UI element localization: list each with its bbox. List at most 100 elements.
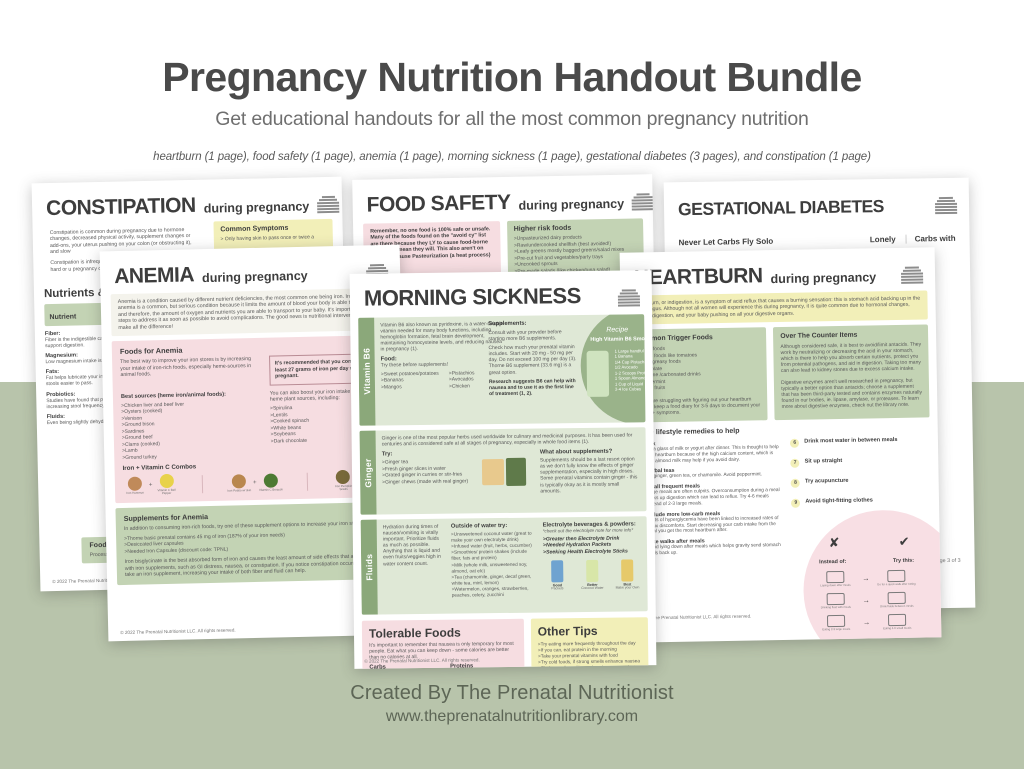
card-title: FOOD SAFETY — [366, 190, 511, 217]
fluids-water-list: >Unsweetened coconut water (great to mak… — [451, 531, 537, 599]
supplements-note: Iron bisglycinate is the best absorbed f… — [124, 553, 385, 579]
remedy-text: Bouts of hyperglycemia have been linked … — [646, 515, 779, 535]
tips-list: >Try eating more frequently throughout t… — [538, 640, 642, 668]
ginger-supp-text: Supplements should be a last resort opti… — [539, 456, 638, 495]
arrow-right-icon: → — [863, 619, 871, 627]
remedy-text: Try a glass of milk or yogurt after dinn… — [645, 444, 779, 464]
remedies-heading: Food + lifestyle remedies to help — [630, 427, 740, 437]
remedy-item: 6 Drink most water in between meals — [790, 436, 930, 448]
card-title: MORNING SICKNESS — [363, 283, 581, 311]
b6-food-item: >Avocados — [448, 376, 474, 383]
arrow-right-icon: → — [862, 575, 870, 583]
plus-icon: + — [253, 479, 257, 486]
remedy-title: Drink most water in between meals — [804, 436, 898, 445]
card-header: FOOD SAFETY during pregnancy — [352, 174, 655, 222]
otc-text-1: Although considered safe, it is best to … — [780, 341, 922, 375]
otc-heading: Over The Counter Items — [780, 331, 858, 341]
fluid-item: >Milk (whole milk, unsweetened soy, almo… — [451, 561, 528, 574]
section-tab-fluids: Fluids — [360, 519, 378, 615]
swap-row: Drinking fluid with meals → Drink fluids b… — [814, 591, 942, 610]
card-title: GESTATIONAL DIABETES — [677, 195, 885, 219]
higher-risk-list: >Unpasteurized dairy products >Raw/underc… — [514, 233, 637, 275]
ginger-try-item: >Ginger chews (made with real ginger) — [382, 478, 469, 486]
otc-text-2: Digestive enzymes aren't well researched… — [781, 377, 923, 410]
electrolyte-product: Best Make your Own — [613, 559, 641, 590]
stacked-books-logo-icon — [935, 188, 958, 215]
swap-to-icon — [887, 569, 906, 583]
anemia-intro: Anemia is a condition caused by differen… — [117, 293, 381, 331]
card-subtitle: during pregnancy — [201, 268, 308, 285]
section-tab-vitamin-b6: Vitamin B6 — [358, 317, 376, 426]
product-label: Packets — [551, 586, 564, 591]
handout-card-morning-sickness[interactable]: MORNING SICKNESS Vitamin B6 Vitamin B6 a… — [349, 270, 657, 669]
fluids-water-heading: Outside of water try: — [450, 522, 508, 530]
swap-row: Eating 2-3 large meals → Eating 4-6 small … — [814, 613, 941, 632]
electrolyte-product: Better Coconut Water — [578, 559, 606, 591]
iron-vitc-combo: Iron Potato w/ skin + Vitamin C Broccoli — [227, 473, 283, 492]
remedy-text: Avoid lying down after meals which helps… — [646, 543, 781, 557]
food-icon — [263, 473, 278, 488]
page-title: Pregnancy Nutrition Handout Bundle — [162, 54, 862, 100]
iron-vitc-combo-row: Iron Hummus + Vitamin C Bell Pepper Iron Po… — [123, 469, 387, 496]
supplement-list: >Thorne basic prenatal contains 45 mg of… — [124, 530, 388, 555]
remedy-item: 8 Try acupuncture — [790, 476, 931, 488]
fluid-item: >Watermelon, oranges, strawberries, peac… — [451, 585, 529, 598]
electrolyte-product: Good Packets — [543, 560, 571, 591]
swap-rows: Laying down after meals → Go for a quick w… — [813, 569, 941, 638]
divider — [202, 475, 204, 494]
food-label: Iron Hummus — [126, 490, 144, 495]
check-icon: ✔ — [898, 533, 910, 549]
swap-to-icon — [887, 613, 907, 627]
ginger-try-heading: Try: — [381, 451, 393, 458]
swap-from-label: Eating 2-3 large meals — [822, 626, 851, 632]
food-icon — [336, 470, 351, 485]
product-label: Coconut Water — [581, 585, 604, 590]
iron-vitc-combo: Iron Hummus + Vitamin C Bell Pepper — [123, 474, 179, 497]
swap-row: Laying down after meals → Go for a quick w… — [813, 569, 941, 588]
swap-from-icon — [826, 570, 845, 584]
trigger-food-list: >Spicy foods>Acidic foods like tomatoes>… — [636, 344, 760, 392]
b6-food-item: >Chicken — [448, 382, 470, 390]
trigger-heading: Common Trigger Foods — [636, 334, 713, 343]
food-label: Vitamin C Bell Pepper — [157, 488, 176, 496]
card-subtitle: during pregnancy — [203, 198, 310, 216]
symptoms-text: > Only having skin to pass once or twice… — [220, 234, 315, 243]
footer-credit: Created By The Prenatal Nutritionist — [350, 682, 674, 704]
food-icon — [231, 474, 247, 489]
b6-food-column-1: >Sweet potatoes/potatoes >Bananas >Mangos — [381, 370, 439, 390]
arrow-right-icon: → — [862, 597, 870, 605]
b6-food-item: >Mangos — [380, 383, 402, 391]
handout-card-heartburn[interactable]: HEARTBURN during pregnancy Heartburn, or… — [619, 247, 942, 643]
divider — [306, 472, 308, 491]
card-title: ANEMIA — [113, 263, 195, 289]
table-header-nutrient: Nutrient — [49, 313, 77, 322]
electrolyte-note: *check out the electrolyte note for more… — [542, 527, 634, 534]
ginger-try-list: >Ginger tea >Fresh ginger slices in water… — [382, 459, 473, 486]
fluid-item: >Tea (chamomile, ginger, decaf green, wh… — [451, 573, 532, 586]
food-label: Iron Potato w/ skin — [227, 487, 252, 493]
recipe-title: High Vitamin B6 Smoothie — [590, 336, 646, 343]
remedy-text: Try ginger, green tea, or chamomile. Avo… — [645, 472, 763, 480]
remedy-number-badge: 6 — [790, 438, 800, 448]
swap-from-label: Drinking fluid with meals — [820, 604, 851, 610]
b6-food-column-2: >Pistachios >Avocados >Chicken — [449, 370, 475, 390]
page-header: Pregnancy Nutrition Handout Bundle Get e… — [0, 0, 1024, 175]
card-subtitle: during pregnancy — [770, 269, 877, 286]
card-header: CONSTIPATION during pregnancy — [32, 177, 343, 226]
heartburn-intro: Heartburn, or indigestion, is a symptom … — [635, 295, 921, 320]
food-icon — [127, 476, 143, 491]
footer-url[interactable]: www.theprenatalnutritionlibrary.com — [385, 708, 639, 725]
swap-to-label: Eating 4-6 small meals — [883, 625, 912, 631]
foods-intro: The best way to improve your iron stores… — [120, 356, 252, 378]
fluids-intro: Hydration during times of nausea/vomitin… — [382, 523, 441, 568]
remedy-number-badge: 9 — [791, 498, 801, 508]
stacked-books-logo-icon — [617, 280, 641, 307]
b6-intro: Vitamin B6 also known as pyridoxine, is … — [380, 320, 504, 353]
card-header: GESTATIONAL DIABETES — [664, 178, 970, 225]
electrolyte-item: >Seeking Health Electrolyte Sticks — [542, 548, 628, 556]
electrolyte-product-captions: Good Packets Better Coconut Water Best Make y… — [543, 559, 641, 591]
fluid-item: >Unsweetened coconut water (great to mak… — [450, 530, 532, 543]
